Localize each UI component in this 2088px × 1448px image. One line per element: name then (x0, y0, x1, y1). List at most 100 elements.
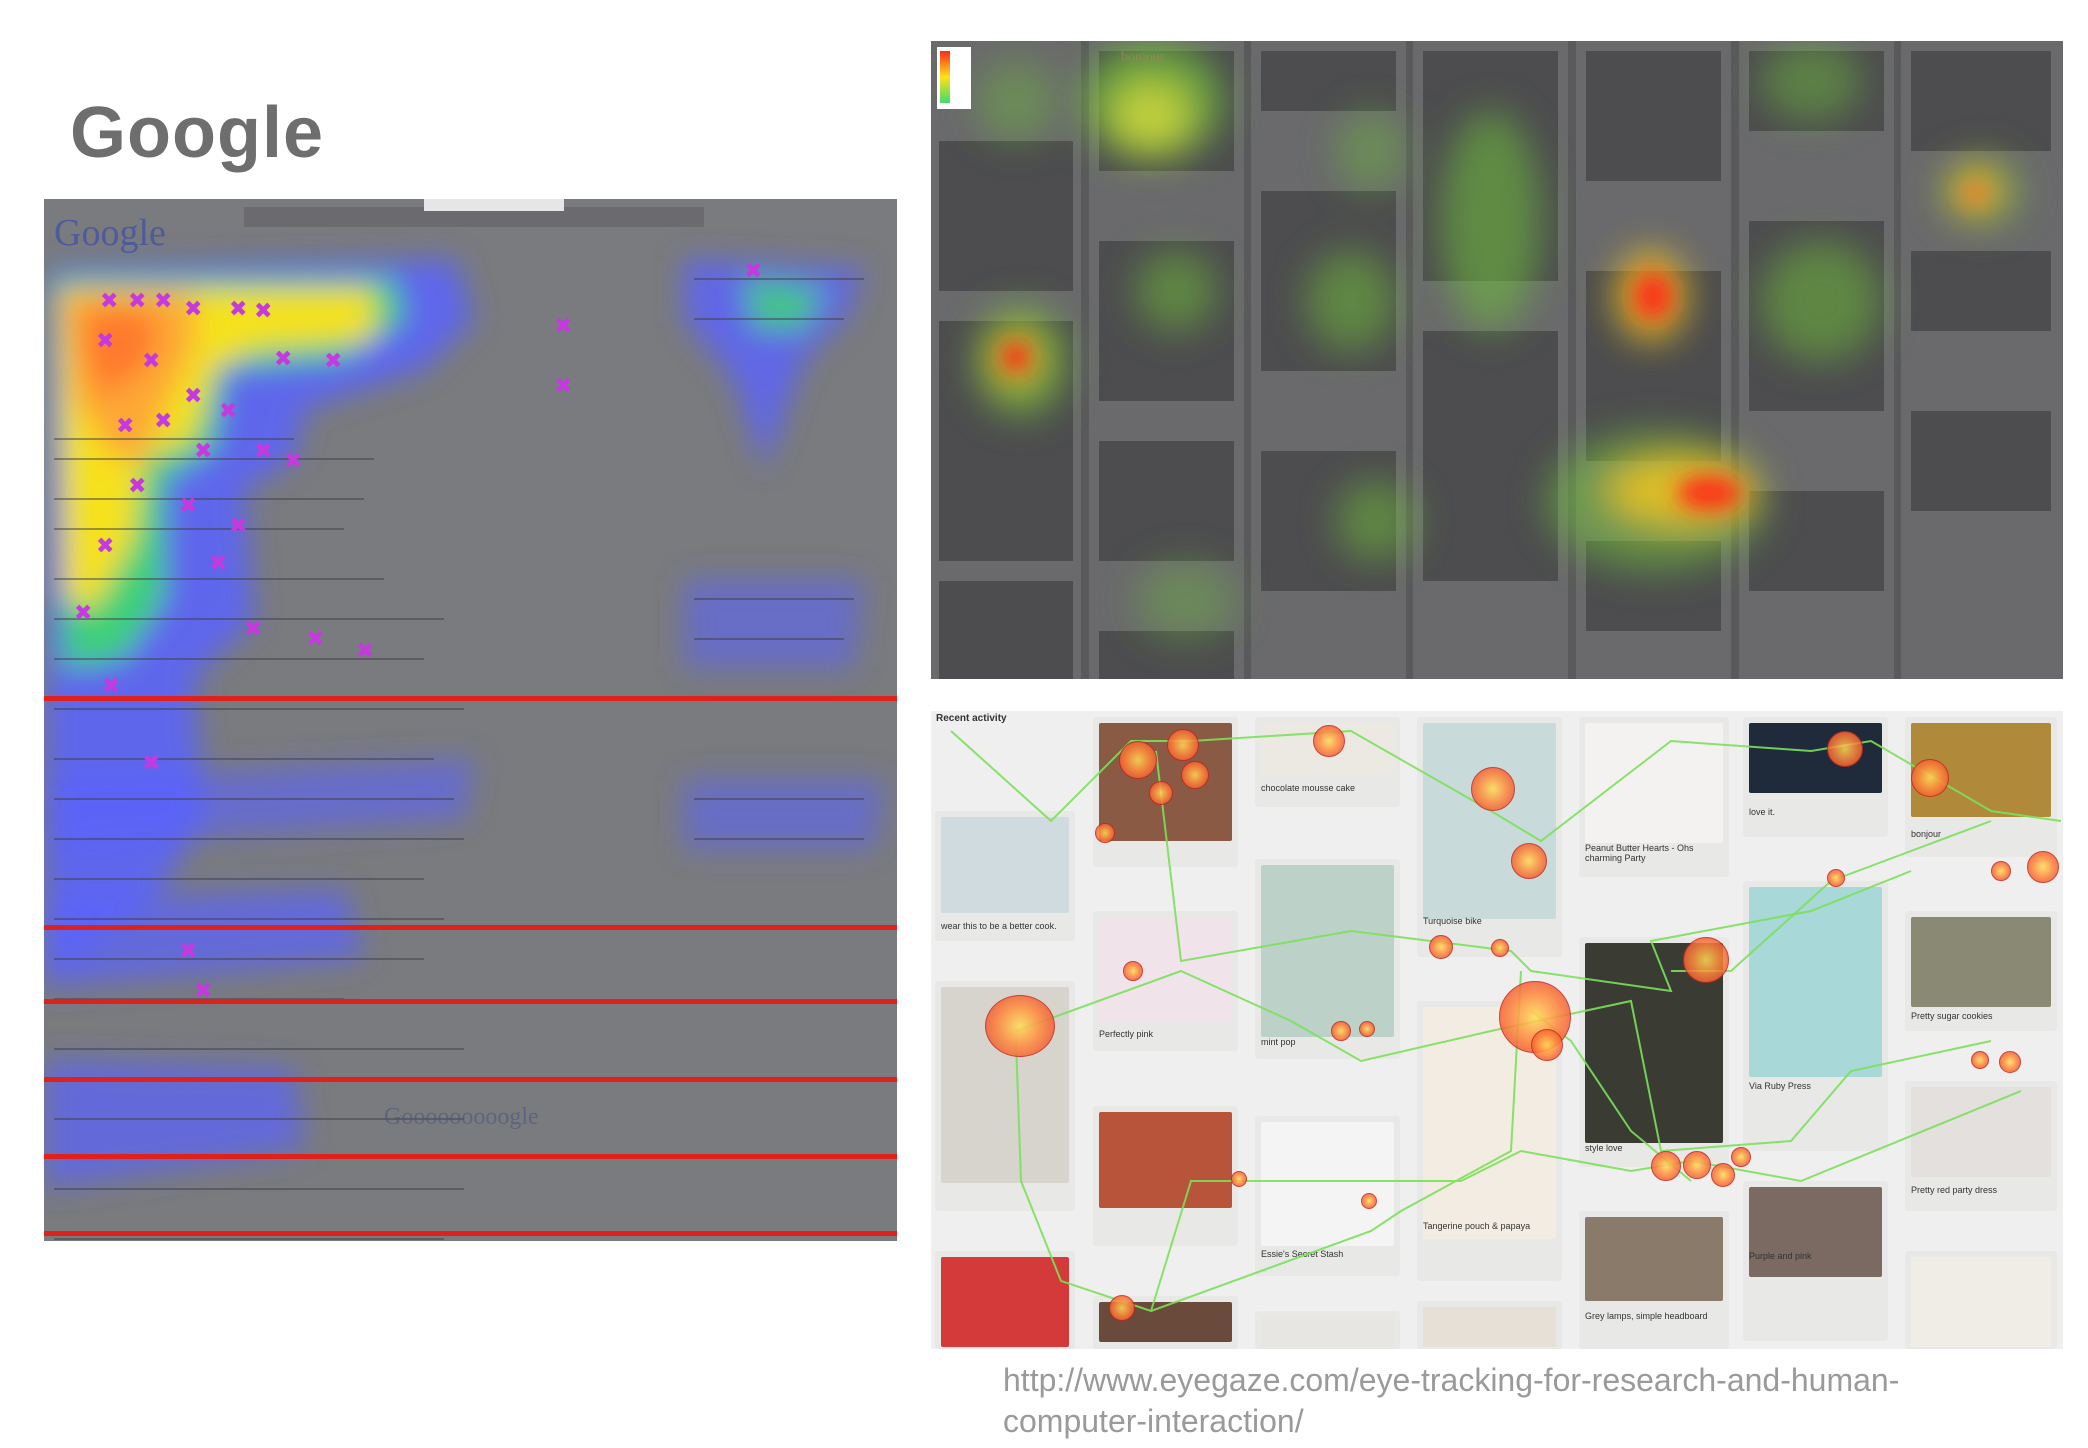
fixation-marker: ✖ (154, 409, 173, 434)
fixation-circle (1313, 725, 1345, 757)
pin-card (1255, 859, 1400, 1059)
pin-card (1255, 1311, 1400, 1349)
fixation-circle (1991, 861, 2011, 881)
fold-line (44, 696, 897, 701)
fixation-marker: ✖ (554, 314, 573, 339)
fixation-circle (1361, 1193, 1377, 1209)
pin-caption: love it. (1749, 807, 1776, 817)
pin-card (1905, 1251, 2057, 1349)
pin-card (935, 1251, 1075, 1349)
fixation-marker: ✖ (254, 439, 273, 464)
pin-caption: Essie's Secret Stash (1261, 1249, 1344, 1259)
pin-card (1417, 1301, 1562, 1349)
fixation-marker: ✖ (96, 329, 115, 354)
pin-caption: Tangerine pouch & papaya (1423, 1221, 1531, 1231)
source-url[interactable]: http://www.eyegaze.com/eye-tracking-for-… (1003, 1362, 1900, 1439)
fixation-marker: ✖ (274, 347, 293, 372)
fixation-circle (1683, 937, 1729, 983)
fixation-circle (1531, 1029, 1563, 1061)
fixation-marker: ✖ (209, 551, 228, 576)
fixation-marker: ✖ (179, 494, 198, 519)
pin-caption: Via Ruby Press (1749, 1081, 1811, 1091)
fixation-circle (2027, 851, 2059, 883)
pin-caption: Pretty red party dress (1911, 1185, 1998, 1195)
fixation-marker: ✖ (284, 449, 303, 474)
fixation-marker: ✖ (554, 374, 573, 399)
fixation-circle (985, 995, 1055, 1057)
pin-card (1093, 1106, 1238, 1246)
fixation-circle (1167, 729, 1199, 761)
fold-line (44, 1154, 897, 1159)
fixation-marker: ✖ (324, 349, 343, 374)
fold-line (44, 925, 897, 930)
fixation-circle (1119, 741, 1157, 779)
pin-card (1417, 717, 1562, 957)
pin-caption: Pretty sugar cookies (1911, 1011, 1993, 1021)
fixation-marker: ✖ (154, 289, 173, 314)
pin-caption: mint pop (1261, 1037, 1296, 1047)
pin-caption: Turquoise bike (1423, 916, 1482, 926)
fixation-marker: ✖ (184, 384, 203, 409)
pin-caption: wear this to be a better cook. (941, 921, 1057, 931)
pinterest-heatmap-overlay: bonjour (931, 41, 2063, 679)
fixation-circle (1471, 767, 1515, 811)
fixation-marker: ✖ (194, 979, 213, 1004)
fixation-circle (1231, 1171, 1247, 1187)
pin-caption: bonjour (1911, 829, 1942, 839)
pin-card (1905, 911, 2057, 1031)
fixation-marker: ✖ (128, 289, 147, 314)
fixation-marker: ✖ (102, 674, 121, 699)
fixation-marker: ✖ (244, 617, 263, 642)
svg-text:Gooooooooogle: Gooooooooogle (384, 1104, 539, 1130)
fixation-circle (1123, 961, 1143, 981)
pin-caption: Grey lamps, simple headboard (1585, 1311, 1708, 1321)
fixation-marker: ✖ (116, 414, 135, 439)
fixation-marker: ✖ (142, 349, 161, 374)
svg-text:bonjour: bonjour (1121, 50, 1165, 65)
fixation-circle (1511, 843, 1547, 879)
pin-caption: chocolate mousse cake (1261, 783, 1356, 793)
pin-caption: style love (1585, 1143, 1623, 1153)
fixation-marker: ✖ (744, 259, 763, 284)
google-title: Google (70, 93, 324, 173)
google-heatmap-overlay: Google Gooooooooogle (44, 199, 897, 1241)
fixation-circle (1731, 1147, 1751, 1167)
fixation-circle (1911, 759, 1949, 797)
fixation-marker: ✖ (229, 297, 248, 322)
fixation-marker: ✖ (194, 439, 213, 464)
fixation-marker: ✖ (128, 474, 147, 499)
fixation-marker: ✖ (96, 534, 115, 559)
fixation-marker: ✖ (74, 601, 93, 626)
fixation-marker: ✖ (219, 399, 238, 424)
pin-card (1579, 1211, 1729, 1349)
pin-caption: Peanut Butter Hearts - Ohs charming Part… (1585, 843, 1694, 863)
pin-card (1743, 717, 1888, 837)
fixation-circle (1491, 939, 1509, 957)
google-heatmap-image: Google Gooooooooogle ✖ ✖ ✖ ✖ ✖ ✖ ✖ ✖ ✖ ✖… (44, 199, 897, 1241)
fixation-circle (1827, 869, 1845, 887)
fixation-circle (1331, 1021, 1351, 1041)
fold-line (44, 999, 897, 1004)
fixation-circle (1971, 1051, 1989, 1069)
pin-card (1743, 881, 1888, 1151)
fixation-circle (1429, 935, 1453, 959)
fixation-marker: ✖ (229, 514, 248, 539)
pin-card (1093, 717, 1238, 867)
fixation-circle (1651, 1151, 1681, 1181)
fixation-marker: ✖ (254, 299, 273, 324)
fixation-marker: ✖ (306, 627, 325, 652)
recent-activity-label: Recent activity (936, 713, 1007, 724)
pin-card (1255, 1116, 1400, 1276)
fold-line (44, 1077, 897, 1082)
pin-caption: Perfectly pink (1099, 1029, 1154, 1039)
fixation-circle (1999, 1051, 2021, 1073)
fixation-marker: ✖ (356, 639, 375, 664)
pin-caption: Purple and pink (1749, 1251, 1812, 1261)
fixation-marker: ✖ (184, 297, 203, 322)
fixation-circle (1181, 761, 1209, 789)
fixation-circle (1711, 1163, 1735, 1187)
fold-line (44, 1231, 897, 1236)
fixation-circle (1359, 1021, 1375, 1037)
pin-card (1905, 1081, 2057, 1211)
fixation-circle (1683, 1151, 1711, 1179)
